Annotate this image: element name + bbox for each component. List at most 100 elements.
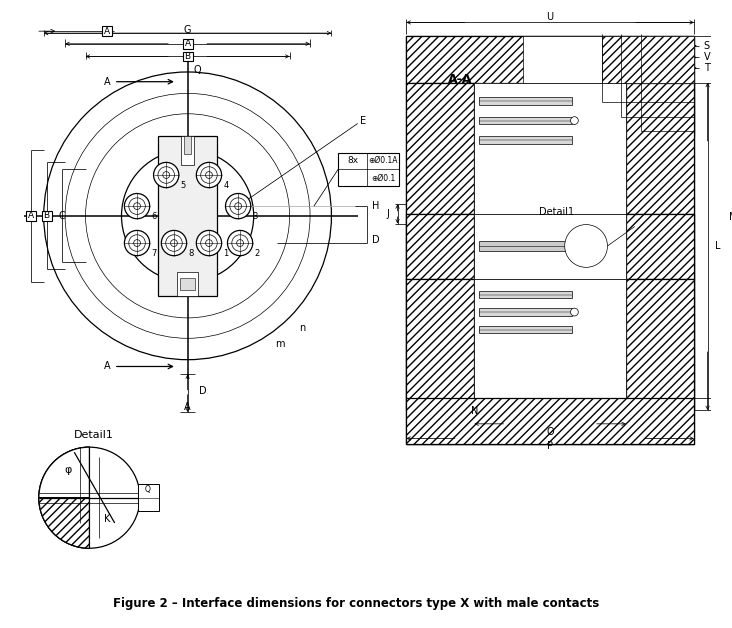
Text: Detail1: Detail1 [75,431,114,440]
Text: ⊕Ø0.1: ⊕Ø0.1 [371,173,395,182]
Text: H: H [373,201,380,211]
Bar [406,279,474,410]
Circle shape [235,203,242,210]
Text: 2: 2 [255,249,260,258]
Text: Figure 2 – Interface dimensions for connectors type X with male contacts: Figure 2 – Interface dimensions for conn… [113,597,599,610]
Text: m: m [275,339,285,349]
Bar [474,214,626,279]
Circle shape [171,240,177,246]
Circle shape [161,230,187,256]
Circle shape [163,171,170,178]
Text: C: C [59,211,66,221]
Bar [523,83,694,136]
Circle shape [575,241,585,251]
Bar [406,214,694,279]
Bar [479,241,576,251]
Bar [406,36,694,83]
Wedge shape [39,447,89,498]
Circle shape [230,198,247,214]
Wedge shape [39,498,89,548]
Bar [474,83,626,214]
Text: 5: 5 [181,181,186,190]
Text: 6: 6 [152,212,157,221]
Bar [479,326,572,333]
Text: A: A [184,403,191,413]
Text: 8: 8 [189,249,194,258]
Text: Detail1: Detail1 [539,207,575,217]
Bar [158,136,217,296]
Text: A: A [104,26,110,36]
Text: K: K [104,514,110,524]
Text: 4: 4 [223,181,229,190]
Bar [406,398,694,444]
Circle shape [570,117,578,124]
Text: 3: 3 [253,212,258,221]
Circle shape [206,171,212,178]
Bar [177,272,198,296]
Bar [406,279,694,410]
Bar [626,83,694,214]
Bar [182,39,193,48]
Bar [479,308,572,316]
Circle shape [134,240,141,246]
Text: S: S [703,41,710,51]
Bar [523,36,694,83]
Text: B: B [44,212,50,220]
Bar [42,211,52,220]
Bar [26,211,36,220]
Bar [102,26,112,36]
Text: U: U [547,11,553,21]
Text: N: N [471,406,478,416]
Circle shape [570,308,578,316]
Bar [626,214,694,279]
Text: 1: 1 [223,249,229,258]
Text: A-A: A-A [447,73,472,86]
Text: A: A [28,212,34,220]
Bar [406,214,474,279]
Bar [479,291,572,298]
Bar [184,136,192,154]
Text: E: E [359,116,366,126]
Text: M: M [729,212,732,222]
Bar [338,153,398,186]
Text: D: D [199,386,207,396]
Text: V: V [703,52,710,62]
Text: J: J [387,209,389,219]
Circle shape [564,225,608,268]
Text: 8x: 8x [347,156,359,165]
Text: O: O [546,426,554,436]
Bar [602,36,694,83]
Text: Q: Q [145,485,151,494]
Bar [406,36,694,398]
Bar [406,83,523,136]
Text: T: T [703,63,709,73]
Circle shape [232,235,248,251]
Text: n: n [299,323,305,333]
Text: φ: φ [64,465,72,475]
Bar [406,83,474,214]
Bar [479,97,572,105]
Bar [406,410,694,444]
Bar [181,136,195,165]
Circle shape [225,193,251,219]
Circle shape [158,167,174,183]
Text: A: A [184,40,190,48]
Bar [479,117,572,124]
Circle shape [129,198,146,214]
Bar [479,136,572,144]
Circle shape [154,163,179,188]
Bar [474,279,626,410]
Bar [626,279,694,410]
Circle shape [201,235,217,251]
Text: 7: 7 [152,249,157,258]
Circle shape [206,240,212,246]
Circle shape [124,193,149,219]
Text: B: B [184,52,190,61]
Circle shape [228,230,253,256]
Wedge shape [39,447,89,548]
Text: D: D [373,235,380,245]
Circle shape [196,230,222,256]
Circle shape [165,235,182,251]
Circle shape [236,240,244,246]
Text: A: A [104,77,111,87]
